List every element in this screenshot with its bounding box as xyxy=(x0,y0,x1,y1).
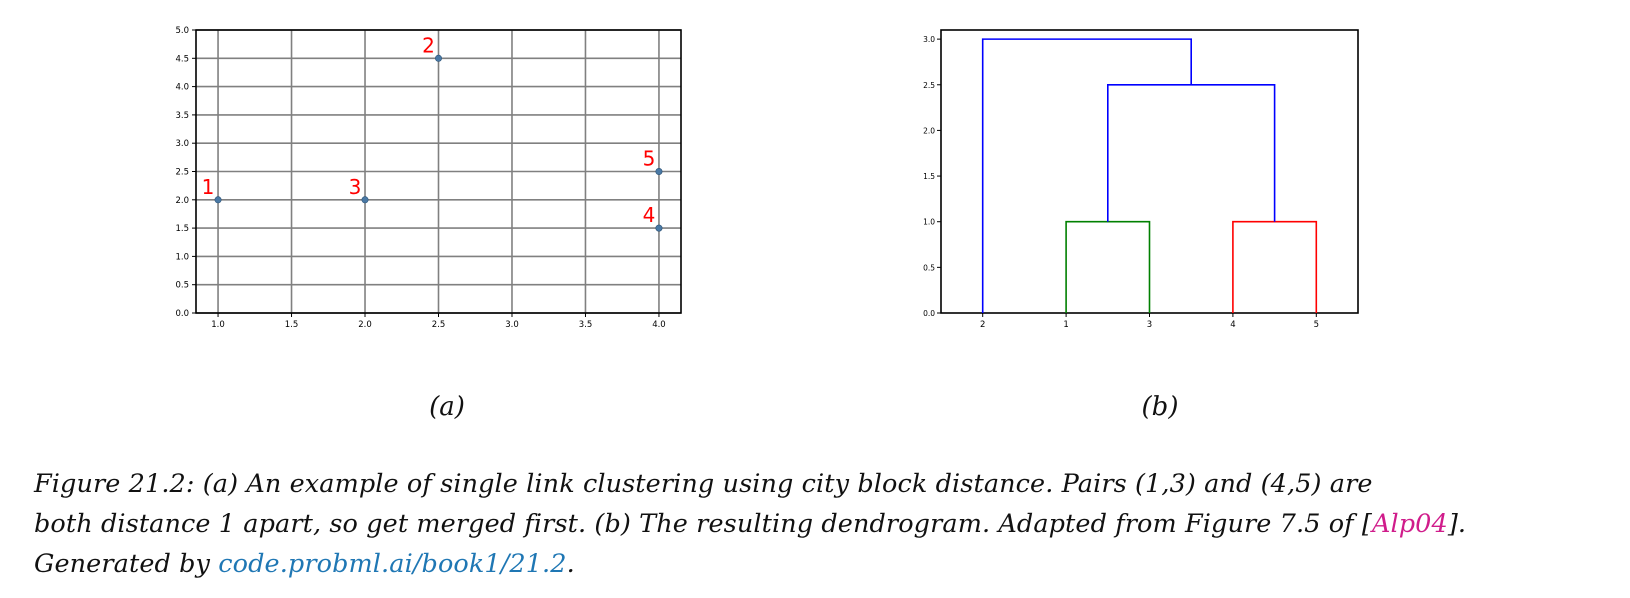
point-5 xyxy=(655,168,663,176)
code-url-link[interactable]: code.probml.ai/book1/21.2 xyxy=(218,549,567,579)
dendro-y-tick-label-0: 0.0 xyxy=(923,309,935,318)
caption-text-3: Generated by xyxy=(34,549,219,579)
point-label-1: 1 xyxy=(202,175,215,199)
leaf-label-4: 4 xyxy=(1230,320,1235,330)
y-tick-label-2: 1.0 xyxy=(175,252,189,262)
scatter-plot: 1.0 1.5 2.0 2.5 3.0 3.5 4.0 0.0 0.5 1.0 1.5 2.0 2.5 3… xyxy=(175,26,682,330)
panel-label-a: (a) xyxy=(429,392,465,422)
caption-text-1: Figure 21.2: (a) An example of single li… xyxy=(34,469,1373,499)
y-tick-label-3: 1.5 xyxy=(175,224,189,234)
y-tick-label-8: 4.0 xyxy=(175,83,189,93)
y-tick-label-4: 2.0 xyxy=(175,196,189,206)
leaf-label-3: 3 xyxy=(1147,320,1152,330)
merge-link-3 xyxy=(981,38,1192,313)
x-tick-label-4: 3.0 xyxy=(505,320,519,330)
x-tick-label-0: 1.0 xyxy=(211,320,225,330)
caption-text-2-end: ]. xyxy=(1447,509,1467,539)
merge-link-2 xyxy=(1107,83,1276,222)
y-tick-label-5: 2.5 xyxy=(175,168,189,178)
leaf-label-2: 2 xyxy=(980,320,985,330)
leaf-label-5: 5 xyxy=(1314,320,1319,330)
x-tick-label-1: 1.5 xyxy=(285,320,299,330)
figure-caption: Figure 21.2: (a) An example of single li… xyxy=(34,464,1614,584)
y-tick-label-1: 0.5 xyxy=(175,281,189,291)
x-tick-label-5: 3.5 xyxy=(579,320,593,330)
y-tick-label-7: 3.5 xyxy=(175,111,189,121)
dendro-y-tick-label-6: 3.0 xyxy=(923,35,935,44)
merge-link-0 xyxy=(1065,220,1151,313)
figure-svg: 1.0 1.5 2.0 2.5 3.0 3.5 4.0 0.0 0.5 1.0 1.5 2.0 2.5 3… xyxy=(175,26,1359,330)
dendro-y-tick-label-3: 1.5 xyxy=(923,172,935,181)
point-label-4: 4 xyxy=(643,203,656,227)
y-tick-label-9: 4.5 xyxy=(175,54,189,64)
dendro-y-tick-label-4: 2.0 xyxy=(923,126,935,135)
caption-line-2: both distance 1 apart, so get merged fir… xyxy=(34,504,1614,544)
dendro-y-tick-label-1: 0.5 xyxy=(923,263,935,272)
y-tick-label-0: 0.0 xyxy=(175,309,189,319)
caption-line-3: Generated by code.probml.ai/book1/21.2. xyxy=(34,544,1614,584)
point-label-3: 3 xyxy=(349,175,362,199)
point-label-5: 5 xyxy=(643,147,656,171)
panel-label-b: (b) xyxy=(1141,392,1179,422)
merge-link-1 xyxy=(1232,220,1318,313)
citation-link[interactable]: Alp04 xyxy=(1371,509,1448,539)
dendrogram-plot: 0.0 0.5 1.0 1.5 2.0 2.5 3.0 2 1 3 4 5 xyxy=(923,29,1359,330)
point-4 xyxy=(655,224,663,232)
point-label-2: 2 xyxy=(422,33,435,57)
dendro-y-tick-label-2: 1.0 xyxy=(923,218,935,227)
point-3 xyxy=(361,196,369,204)
caption-line-1: Figure 21.2: (a) An example of single li… xyxy=(34,464,1614,504)
point-2 xyxy=(434,54,442,62)
x-tick-label-2: 2.0 xyxy=(358,320,372,330)
x-tick-label-6: 4.0 xyxy=(652,320,666,330)
y-tick-label-10: 5.0 xyxy=(175,26,189,36)
x-tick-label-3: 2.5 xyxy=(432,320,446,330)
dendro-y-tick-label-5: 2.5 xyxy=(923,81,935,90)
caption-text-2: both distance 1 apart, so get merged fir… xyxy=(34,509,1372,539)
point-1 xyxy=(214,196,222,204)
caption-text-3-end: . xyxy=(566,549,575,579)
y-tick-label-6: 3.0 xyxy=(175,139,189,149)
leaf-label-1: 1 xyxy=(1063,320,1068,330)
